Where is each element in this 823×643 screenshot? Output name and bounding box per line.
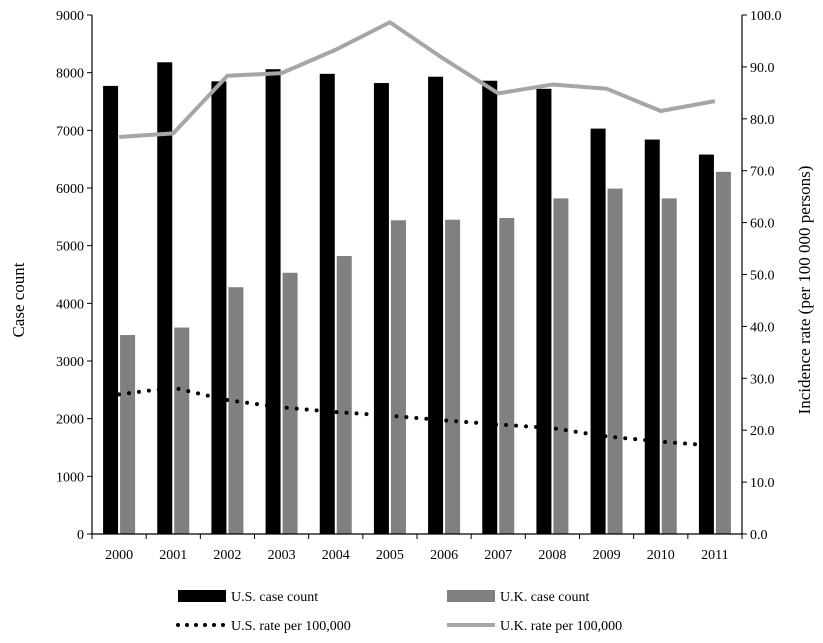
y-tick-label: 3000: [56, 355, 84, 370]
legend-label: U.K. rate per 100,000: [500, 619, 622, 634]
y-tick-label: 6000: [56, 182, 84, 197]
uk-case-bar: [715, 171, 731, 534]
y-tick-label: 0: [77, 528, 84, 543]
y-tick-label: 9000: [56, 9, 84, 24]
legend-item: U.K. case count: [447, 590, 590, 605]
y2-tick-label: 0.0: [750, 528, 768, 543]
us-case-bar: [428, 76, 444, 534]
y2-tick-label: 60.0: [750, 217, 775, 232]
us-case-bar: [482, 80, 498, 535]
legend-item: U.S. case count: [178, 590, 318, 605]
uk-case-bar: [228, 287, 244, 534]
uk-case-bar: [336, 256, 352, 534]
y2-tick-label: 10.0: [750, 476, 775, 491]
us-case-bar: [536, 88, 552, 535]
legend-label: U.K. case count: [500, 590, 590, 605]
legend-item: U.S. rate per 100,000: [176, 619, 351, 634]
us-case-bar: [103, 85, 119, 535]
y2-axis-title: Incidence rate (per 100 000 persons): [795, 166, 814, 415]
x-tick-label: 2002: [213, 548, 241, 563]
uk-rate-line: [118, 20, 716, 139]
uk-case-bar: [553, 198, 569, 534]
y-tick-label: 8000: [56, 67, 84, 82]
x-tick-label: 2010: [647, 548, 675, 563]
uk-case-bar: [445, 219, 461, 534]
us-case-bar: [698, 154, 714, 534]
uk-case-bar: [390, 220, 406, 534]
us-case-bar: [590, 128, 606, 534]
x-tick-label: 2003: [268, 548, 296, 563]
legend-swatch: [447, 590, 495, 602]
uk-case-bar: [282, 272, 298, 534]
legend-label: U.S. case count: [231, 590, 318, 605]
x-tick-label: 2011: [701, 548, 728, 563]
us-case-bar: [644, 139, 660, 534]
x-tick-label: 2005: [376, 548, 404, 563]
y-tick-label: 4000: [56, 297, 84, 312]
y-tick-label: 1000: [56, 470, 84, 485]
x-tick-label: 2004: [322, 548, 350, 563]
lines-layer: [117, 20, 717, 448]
us-case-bar: [157, 62, 173, 534]
y-axis-title: Case count: [9, 262, 28, 337]
y2-tick-label: 90.0: [750, 61, 775, 76]
us-rate-line: [117, 385, 717, 448]
uk-case-bar: [174, 327, 190, 534]
us-case-bar: [319, 73, 335, 534]
x-tick-label: 2001: [159, 548, 187, 563]
y-tick-label: 5000: [56, 240, 84, 255]
uk-case-bar: [607, 188, 623, 534]
x-tick-label: 2007: [484, 548, 512, 563]
x-tick-label: 2000: [105, 548, 133, 563]
uk-case-bar: [499, 217, 515, 534]
legend-swatch: [178, 590, 226, 602]
y2-tick-label: 20.0: [750, 424, 775, 439]
y2-tick-label: 30.0: [750, 372, 775, 387]
legend-item: U.K. rate per 100,000: [447, 619, 622, 634]
y2-tick-label: 70.0: [750, 165, 775, 180]
y2-tick-label: 80.0: [750, 113, 775, 128]
y2-tick-label: 100.0: [750, 9, 782, 24]
uk-case-bar: [120, 335, 136, 534]
y-tick-label: 2000: [56, 413, 84, 428]
us-case-bar: [211, 81, 227, 535]
bars-layer: [103, 62, 731, 535]
us-case-bar: [265, 69, 281, 534]
uk-case-bar: [661, 198, 677, 534]
us-case-bar: [373, 83, 389, 535]
ticks-layer: 0 1000 2000 3000 4000 5000 6000 7000 8000 9000 0.0…: [56, 9, 782, 563]
y2-tick-label: 40.0: [750, 320, 775, 335]
y2-tick-label: 50.0: [750, 269, 775, 284]
x-tick-label: 2009: [593, 548, 621, 563]
axes-layer: [91, 15, 743, 535]
legend: U.S. case count U.K. case count U.S. rate …: [176, 590, 622, 634]
x-tick-label: 2008: [538, 548, 566, 563]
y-tick-label: 7000: [56, 124, 84, 139]
x-tick-label: 2006: [430, 548, 458, 563]
legend-label: U.S. rate per 100,000: [231, 619, 351, 634]
